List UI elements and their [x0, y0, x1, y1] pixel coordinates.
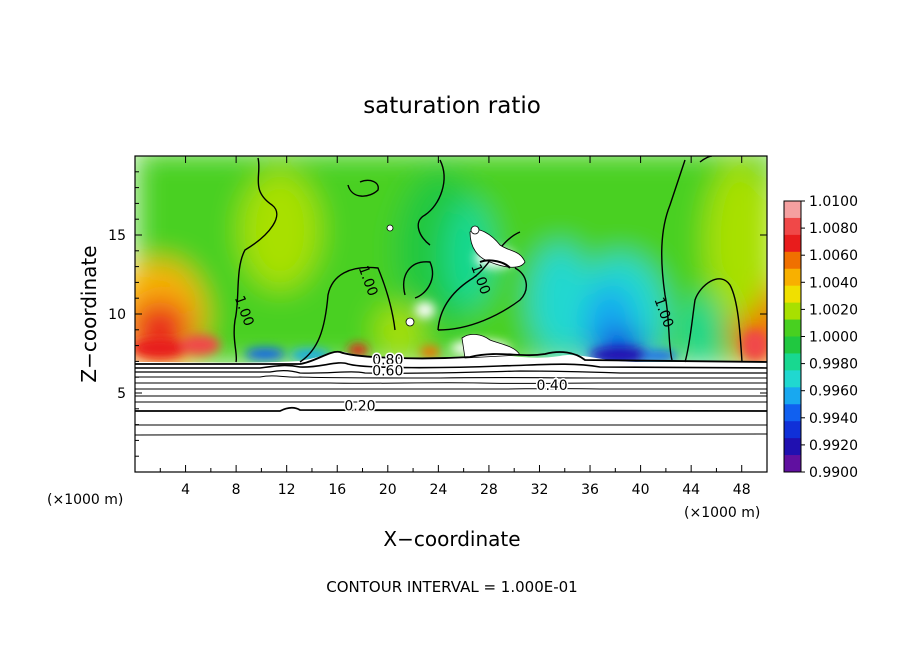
- y-tick-label-2: 15: [108, 228, 126, 244]
- colorbar-swatch-10: [784, 370, 801, 388]
- contour-label-5: 0.60: [372, 364, 403, 380]
- x-tick-label-9: 40: [632, 482, 650, 498]
- contour-interval-note: CONTOUR INTERVAL = 1.000E-01: [326, 578, 577, 596]
- x-tick-label-4: 20: [379, 482, 397, 498]
- contour-label-4: 0.80: [372, 353, 403, 369]
- colorbar-swatch-12: [784, 404, 801, 422]
- colorbar-swatch-4: [784, 268, 801, 287]
- colorbar-swatch-3: [784, 251, 801, 270]
- colorbar-swatch-6: [784, 302, 801, 321]
- colorbar-label-4: 1.0020: [809, 302, 858, 318]
- colorbar-label-1: 1.0080: [809, 221, 858, 237]
- contours-upper: [233, 156, 743, 363]
- colorbar-swatch-14: [784, 438, 801, 456]
- colorbar-swatch-1: [784, 217, 801, 236]
- colorbar-label-5: 1.0000: [809, 330, 858, 346]
- colorbar-swatch-0: [784, 201, 801, 219]
- contours-lower: [135, 350, 767, 436]
- colorbar-swatch-9: [784, 353, 801, 371]
- x-unit-left: (×1000 m): [47, 492, 123, 508]
- colorbar-label-3: 1.0040: [809, 275, 858, 291]
- x-unit-right: (×1000 m): [684, 505, 760, 521]
- y-axis-label: Z−coordinate: [77, 245, 101, 382]
- x-tick-label-2: 12: [278, 482, 296, 498]
- chart-title: saturation ratio: [363, 93, 541, 119]
- plot-area: 1.001.00 1.001.000.800.600.400.20: [135, 156, 767, 472]
- colorbar-swatch-11: [784, 387, 801, 405]
- colorbar-label-9: 0.9920: [809, 438, 858, 454]
- colorbar-swatch-13: [784, 421, 801, 439]
- x-tick-label-10: 44: [682, 482, 700, 498]
- colorbar-label-0: 1.0100: [809, 194, 858, 210]
- colorbar: 1.0100 1.0080 1.0060 1.0040 1.0020 1.0000 0.99…: [783, 194, 858, 481]
- colorbar-swatch-7: [784, 319, 801, 337]
- colorbar-swatch-2: [784, 234, 801, 253]
- y-tick-label-1: 10: [108, 307, 126, 323]
- x-tick-label-0: 4: [181, 482, 190, 498]
- colorbar-swatch-15: [784, 455, 801, 473]
- colorbar-label-6: 0.9980: [809, 357, 858, 373]
- y-ticks: 5 10 15: [108, 171, 767, 457]
- x-tick-label-8: 36: [581, 482, 599, 498]
- contour-label-6: 0.40: [537, 378, 568, 394]
- x-ticks: 4 8 12 16 20 24 28 32 36 40 44 48: [159, 156, 751, 498]
- x-tick-label-1: 8: [232, 482, 241, 498]
- colorbar-swatch-5: [784, 285, 801, 304]
- x-tick-label-11: 48: [733, 482, 751, 498]
- x-axis-label: X−coordinate: [383, 527, 520, 551]
- colorbar-label-7: 0.9960: [809, 384, 858, 400]
- colorbar-label-2: 1.0060: [809, 248, 858, 264]
- colorbar-label-10: 0.9900: [809, 465, 858, 481]
- contour-label-7: 0.20: [344, 398, 375, 414]
- colorbar-swatch-8: [784, 336, 801, 354]
- y-tick-label-0: 5: [117, 386, 126, 402]
- x-tick-label-5: 24: [429, 482, 447, 498]
- colorbar-label-8: 0.9940: [809, 411, 858, 427]
- unsaturated-patches: [386, 224, 526, 359]
- x-tick-label-6: 28: [480, 482, 498, 498]
- x-tick-label-3: 16: [328, 482, 346, 498]
- x-tick-label-7: 32: [531, 482, 549, 498]
